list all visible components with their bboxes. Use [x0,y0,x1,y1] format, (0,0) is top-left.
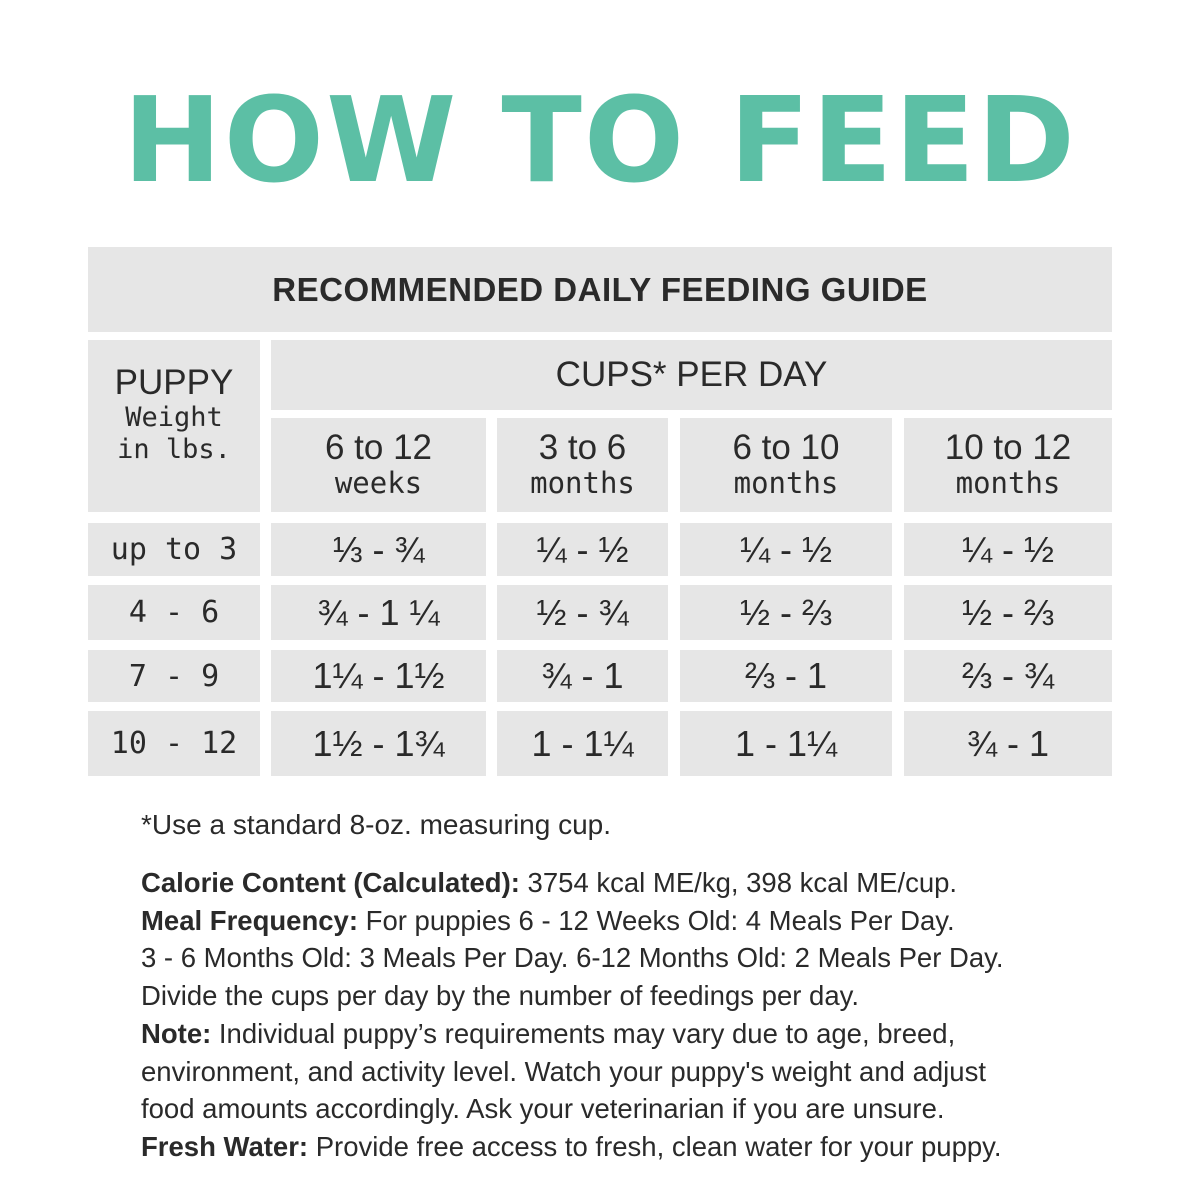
age-range: 10 to 12 [944,428,1072,467]
table-cell: ¼ - ½ [904,523,1112,576]
age-range: 3 to 6 [538,428,627,467]
puppy-label: PUPPY [114,363,234,402]
table-cell: ½ - ¾ [497,585,668,640]
table-cell: 1 - 1¼ [680,711,892,776]
table-row-weight: up to 3 [88,523,260,576]
note-line: food amounts accordingly. Ask your veter… [141,1093,945,1125]
table-cell: 1½ - 1¾ [271,711,486,776]
table-row-weight: 4 - 6 [88,585,260,640]
age-unit: months [955,466,1061,500]
table-cell: ¼ - ½ [680,523,892,576]
meal-frequency-line: Meal Frequency: For puppies 6 - 12 Weeks… [141,902,1151,940]
age-column-header: 3 to 6 months [497,418,668,512]
meal-frequency-line: 3 - 6 Months Old: 3 Meals Per Day. 6-12 … [141,942,1004,974]
note-label: Note: [141,1017,212,1049]
meal-frequency-text: For puppies 6 - 12 Weeks Old: 4 Meals Pe… [358,904,955,936]
table-row-weight: 7 - 9 [88,650,260,702]
table-row-weight: 10 - 12 [88,711,260,776]
table-cell: 1 - 1¼ [497,711,668,776]
age-range: 6 to 12 [324,428,433,467]
fresh-water-label: Fresh Water: [141,1130,309,1162]
weight-unit-label: in lbs. [117,434,231,465]
measuring-cup-footnote: *Use a standard 8-oz. measuring cup. [141,809,612,840]
table-cell: ¾ - 1 [497,650,668,702]
table-cell: ¾ - 1 ¼ [271,585,486,640]
age-range: 6 to 10 [732,428,840,467]
calorie-content-text: 3754 kcal ME/kg, 398 kcal ME/cup. [519,867,958,898]
table-cell: ⅔ - 1 [680,650,892,702]
age-unit: months [530,466,635,500]
table-cell: 1¼ - 1½ [271,650,486,702]
calorie-content-line: Calorie Content (Calculated): 3754 kcal … [141,864,1151,902]
calorie-content-label: Calorie Content (Calculated): [141,867,520,898]
cups-per-day-header: CUPS* PER DAY [271,340,1112,410]
table-cell: ¼ - ½ [497,523,668,576]
page-title: HOW TO FEED [123,71,1077,209]
table-cell: ¾ - 1 [904,711,1112,776]
meal-frequency-label: Meal Frequency: [141,904,359,936]
feeding-guide-title: RECOMMENDED DAILY FEEDING GUIDE [88,247,1112,332]
age-column-header: 6 to 10 months [680,418,892,512]
weight-column-header: PUPPY Weight in lbs. [88,340,260,512]
note-text: Individual puppy’s requirements may vary… [211,1017,956,1049]
fresh-water-text: Provide free access to fresh, clean wate… [308,1130,1002,1162]
fresh-water-line: Fresh Water: Provide free access to fres… [141,1128,1151,1166]
table-cell: ½ - ⅔ [904,585,1112,640]
note-line: Note: Individual puppy’s requirements ma… [141,1015,1151,1053]
table-cell: ½ - ⅔ [680,585,892,640]
age-unit: weeks [334,466,423,500]
weight-label: Weight [125,402,223,433]
age-column-header: 10 to 12 months [904,418,1112,512]
feeding-notes: Calorie Content (Calculated): 3754 kcal … [141,864,1151,1166]
table-cell: ⅓ - ¾ [271,523,486,576]
table-cell: ⅔ - ¾ [904,650,1112,702]
meal-frequency-line: Divide the cups per day by the number of… [141,980,859,1012]
note-line: environment, and activity level. Watch y… [141,1055,986,1087]
age-column-header: 6 to 12 weeks [271,418,486,512]
age-unit: months [733,466,839,500]
